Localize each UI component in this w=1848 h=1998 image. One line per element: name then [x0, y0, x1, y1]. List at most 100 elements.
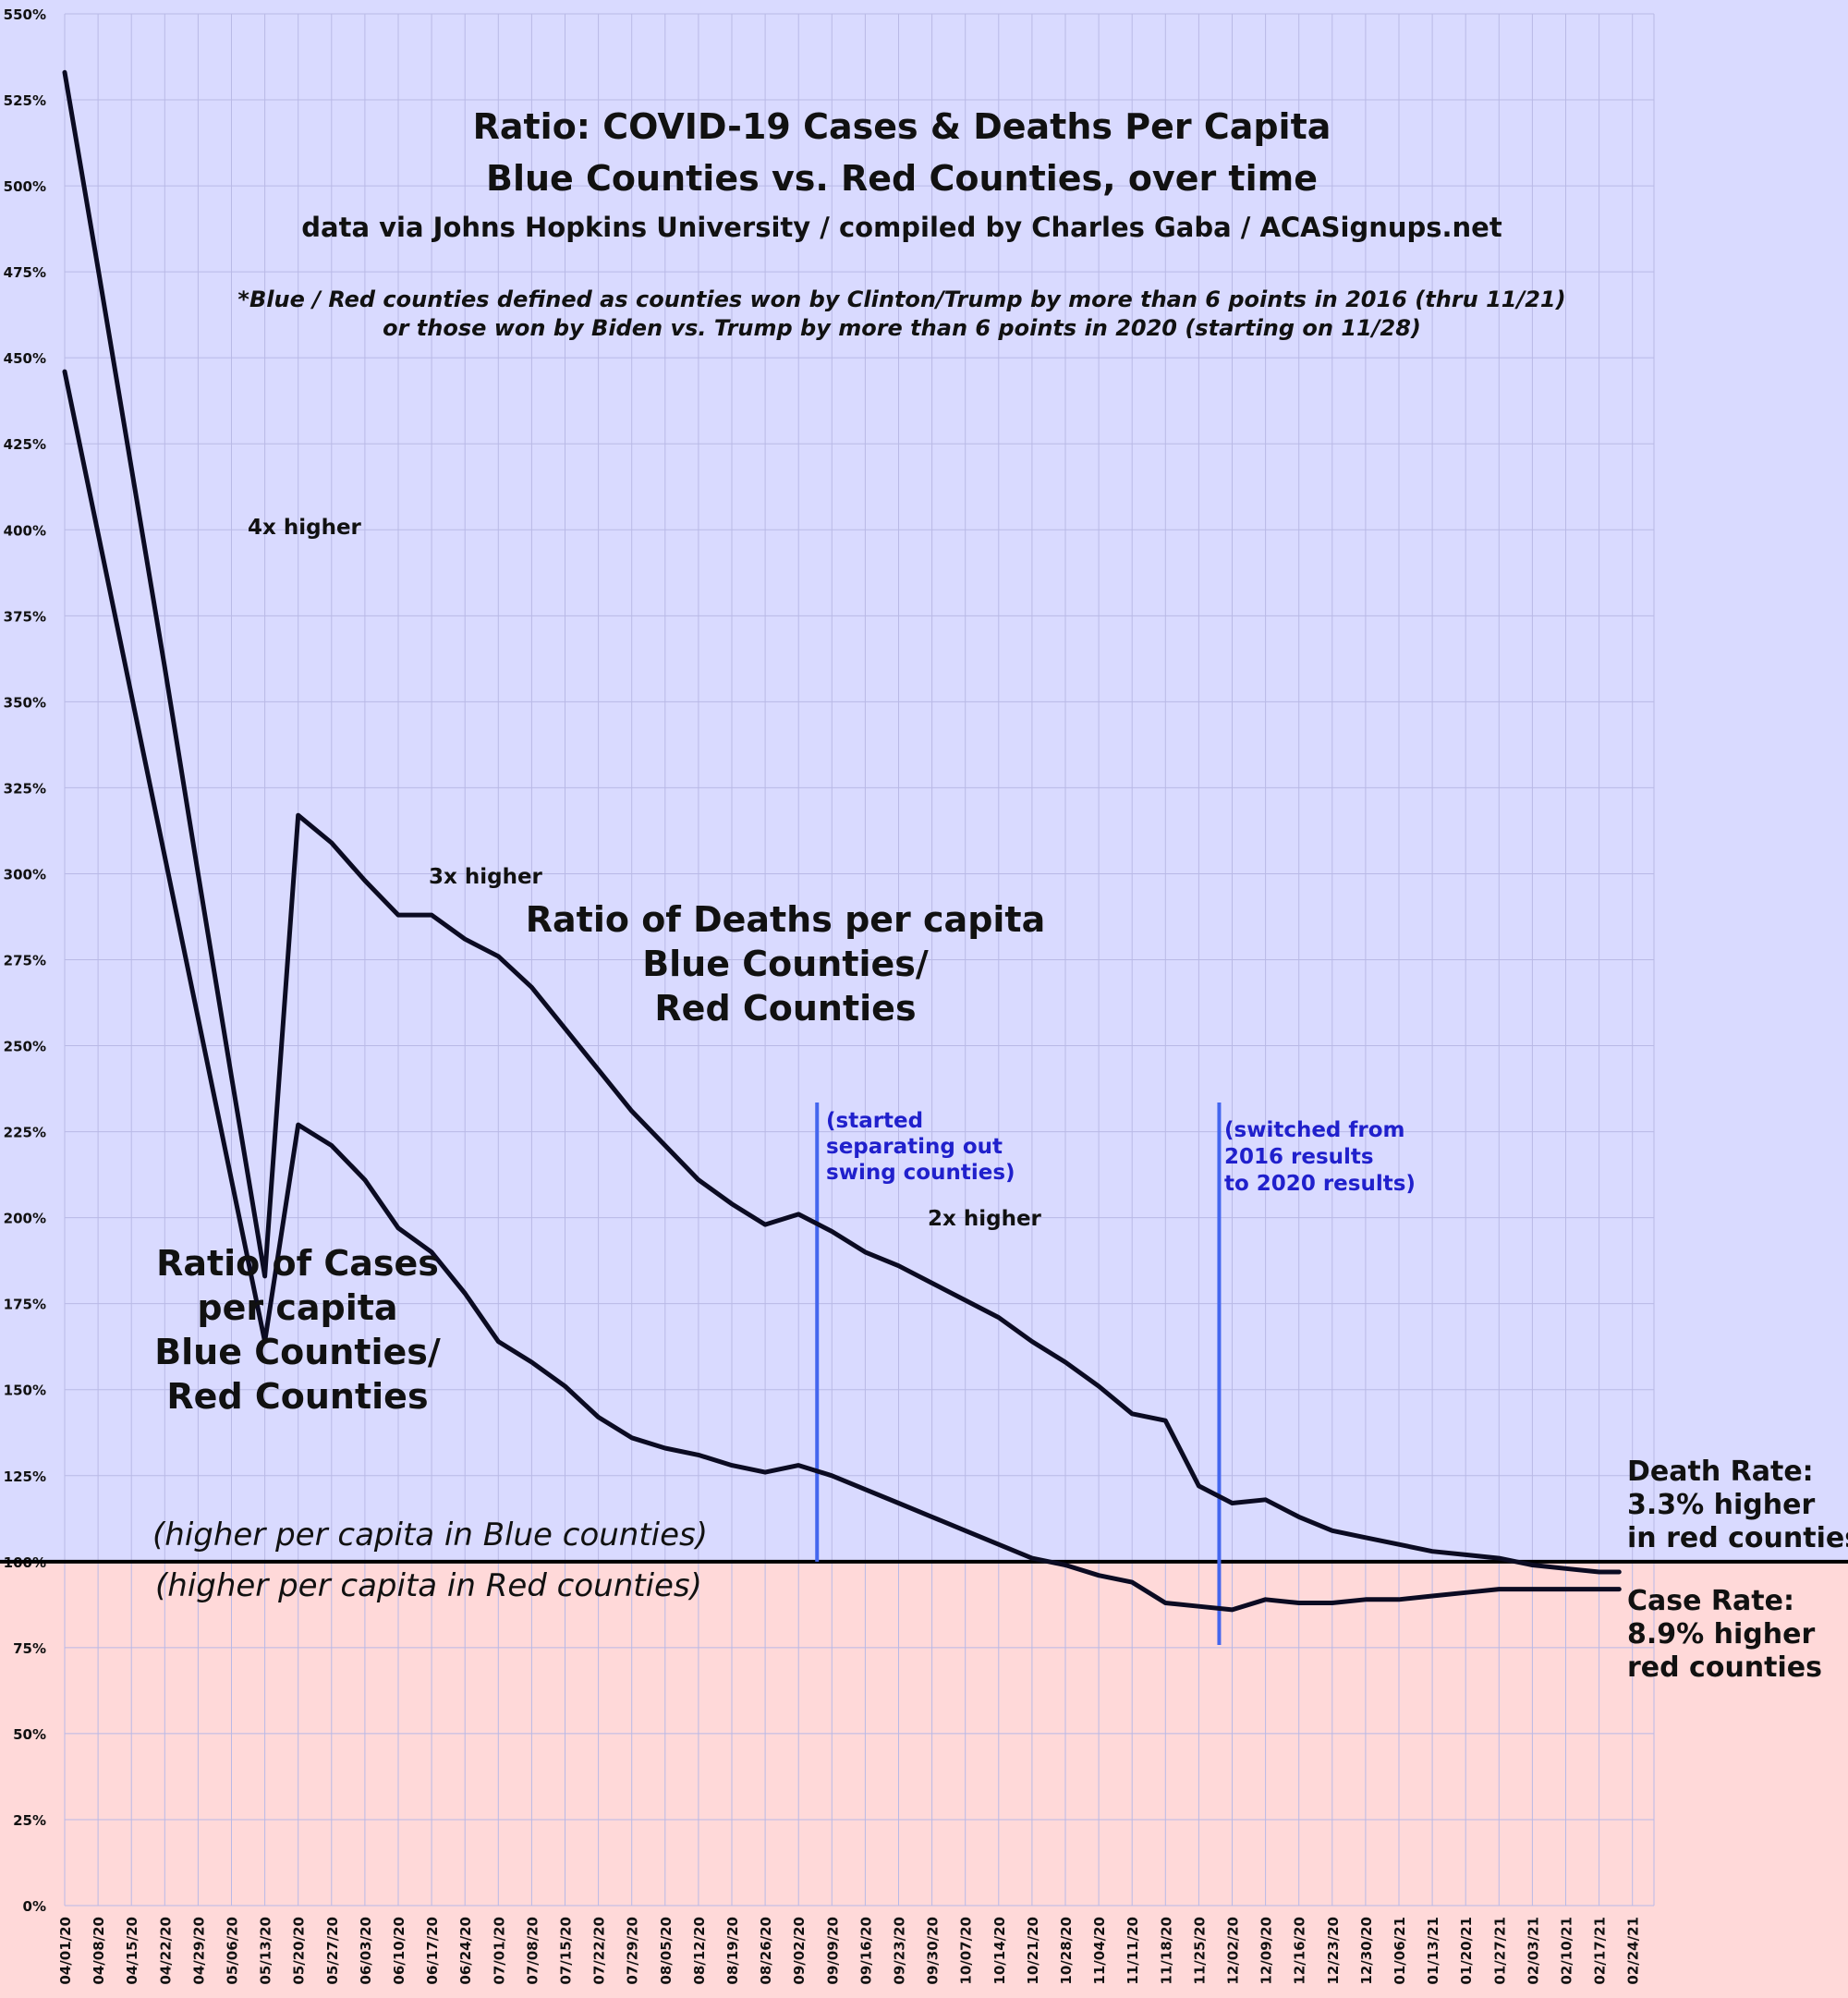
x-tick-label: 05/20/20	[291, 1917, 308, 1985]
y-tick-label: 275%	[4, 953, 46, 969]
deaths-series-label: Ratio of Deaths per capita Blue Counties…	[526, 899, 1045, 1029]
cases-series-line	[62, 369, 1622, 1613]
x-tick-label: 09/23/20	[892, 1917, 908, 1985]
x-tick-label: 10/28/20	[1058, 1917, 1075, 1985]
swing-text-line-3: swing counties)	[826, 1161, 1015, 1185]
x-tick-label: 12/23/20	[1325, 1917, 1342, 1985]
cases-label-line-2: per capita	[197, 1287, 397, 1328]
x-tick-label: 11/18/20	[1158, 1917, 1174, 1985]
death-rate-line-3: in red counties	[1627, 1522, 1848, 1554]
x-tick-label: 12/30/20	[1358, 1917, 1375, 1985]
y-tick-label: 0%	[23, 1898, 46, 1915]
x-tick-label: 08/05/20	[658, 1917, 675, 1985]
y-tick-label: 225%	[4, 1125, 46, 1141]
marker-switch-text: (switched from 2016 results to 2020 resu…	[1224, 1118, 1416, 1196]
x-tick-label: 02/03/21	[1525, 1917, 1541, 1985]
x-tick-label: 08/19/20	[724, 1917, 741, 1985]
case-rate-line-3: red counties	[1627, 1651, 1822, 1684]
switch-text-line-3: to 2020 results)	[1224, 1172, 1416, 1196]
deaths-label-line-2: Blue Counties/	[642, 944, 929, 984]
x-tick-label: 10/14/20	[991, 1917, 1008, 1985]
region-above-baseline	[0, 0, 1848, 1562]
x-tick-label: 04/15/20	[124, 1917, 140, 1985]
x-tick-label: 11/11/20	[1125, 1917, 1141, 1985]
marker-swing-text: (started separating out swing counties)	[826, 1109, 1015, 1185]
chart-title: Ratio: COVID-19 Cases & Deaths Per Capit…	[473, 106, 1331, 147]
death-rate-end-label: Death Rate: 3.3% higher in red counties	[1627, 1456, 1848, 1554]
case-rate-line-2: 8.9% higher	[1627, 1618, 1815, 1651]
x-tick-label: 12/16/20	[1292, 1917, 1308, 1985]
x-tick-label: 07/08/20	[524, 1917, 541, 1985]
swing-text-line-1: (started	[826, 1109, 923, 1133]
x-tick-label: 09/02/20	[791, 1917, 808, 1985]
x-tick-label: 05/06/20	[225, 1917, 241, 1985]
annotation-higher-in-red: (higher per capita in Red counties)	[155, 1567, 702, 1604]
chart-note-1: *Blue / Red counties defined as counties…	[237, 286, 1565, 312]
x-tick-label: 09/09/20	[824, 1917, 841, 1985]
x-tick-label: 07/15/20	[558, 1917, 575, 1985]
cases-label-line-4: Red Counties	[166, 1376, 428, 1417]
y-tick-label: 175%	[4, 1297, 46, 1313]
x-tick-label: 11/04/20	[1091, 1917, 1108, 1985]
deaths-label-line-1: Ratio of Deaths per capita	[526, 899, 1045, 940]
x-tick-label: 06/24/20	[457, 1917, 474, 1985]
x-tick-label: 06/03/20	[358, 1917, 374, 1985]
case-rate-end-label: Case Rate: 8.9% higher red counties	[1627, 1585, 1822, 1684]
x-tick-label: 05/27/20	[324, 1917, 341, 1985]
y-tick-label: 325%	[4, 780, 46, 797]
y-tick-label: 50%	[13, 1726, 46, 1743]
y-tick-label: 400%	[4, 522, 46, 539]
x-tick-label: 01/06/21	[1392, 1917, 1408, 1985]
death-rate-line-1: Death Rate:	[1627, 1456, 1814, 1488]
annotation-2x-higher: 2x higher	[928, 1207, 1042, 1231]
y-tick-label: 200%	[4, 1211, 46, 1227]
deaths-label-line-3: Red Counties	[654, 988, 916, 1029]
y-tick-label: 250%	[4, 1039, 46, 1055]
y-tick-labels: 0%25%50%75%100%125%150%175%200%225%250%2…	[4, 6, 46, 1915]
title-block: Ratio: COVID-19 Cases & Deaths Per Capit…	[237, 106, 1565, 341]
x-axis-label-strip	[0, 1906, 1848, 1998]
y-tick-label: 150%	[4, 1383, 46, 1399]
swing-text-line-2: separating out	[826, 1135, 1003, 1159]
x-tick-label: 09/30/20	[925, 1917, 942, 1985]
x-tick-label: 04/01/20	[57, 1917, 74, 1985]
x-tick-label: 04/29/20	[190, 1917, 207, 1985]
y-tick-label: 475%	[4, 264, 46, 281]
x-tick-label: 12/09/20	[1258, 1917, 1275, 1985]
y-tick-label: 525%	[4, 92, 46, 109]
x-tick-label: 02/17/21	[1592, 1917, 1609, 1985]
x-tick-label: 04/08/20	[91, 1917, 107, 1985]
x-tick-label: 12/02/20	[1225, 1917, 1242, 1985]
x-tick-label: 11/25/20	[1191, 1917, 1208, 1985]
x-tick-label: 08/12/20	[691, 1917, 708, 1985]
series-layer	[62, 69, 1622, 1613]
y-tick-label: 350%	[4, 694, 46, 711]
chart-source: data via Johns Hopkins University / comp…	[301, 212, 1502, 243]
y-tick-label: 550%	[4, 6, 46, 23]
cases-label-line-1: Ratio of Cases	[156, 1243, 439, 1284]
vertical-markers	[815, 1103, 1222, 1645]
x-tick-label: 09/16/20	[857, 1917, 874, 1985]
death-rate-line-2: 3.3% higher	[1627, 1489, 1815, 1521]
switch-text-line-2: 2016 results	[1224, 1145, 1374, 1169]
y-tick-label: 425%	[4, 436, 46, 453]
x-tick-label: 05/13/20	[258, 1917, 274, 1985]
y-tick-label: 375%	[4, 608, 46, 625]
x-tick-label: 01/20/21	[1458, 1917, 1475, 1985]
y-tick-label: 450%	[4, 350, 46, 367]
x-tick-label: 08/26/20	[758, 1917, 774, 1985]
case-rate-line-1: Case Rate:	[1627, 1585, 1794, 1617]
x-tick-label: 01/13/21	[1425, 1917, 1441, 1985]
x-tick-label: 07/29/20	[625, 1917, 641, 1985]
cases-label-line-3: Blue Counties/	[154, 1332, 441, 1372]
x-tick-label: 01/27/21	[1491, 1917, 1508, 1985]
x-tick-label: 04/22/20	[157, 1917, 174, 1985]
deaths-series-line	[62, 69, 1622, 1575]
x-tick-label: 07/01/20	[491, 1917, 507, 1985]
y-tick-label: 500%	[4, 178, 46, 195]
x-tick-label: 06/17/20	[424, 1917, 441, 1985]
x-tick-label: 02/10/21	[1559, 1917, 1575, 1985]
x-tick-label: 07/22/20	[591, 1917, 608, 1985]
